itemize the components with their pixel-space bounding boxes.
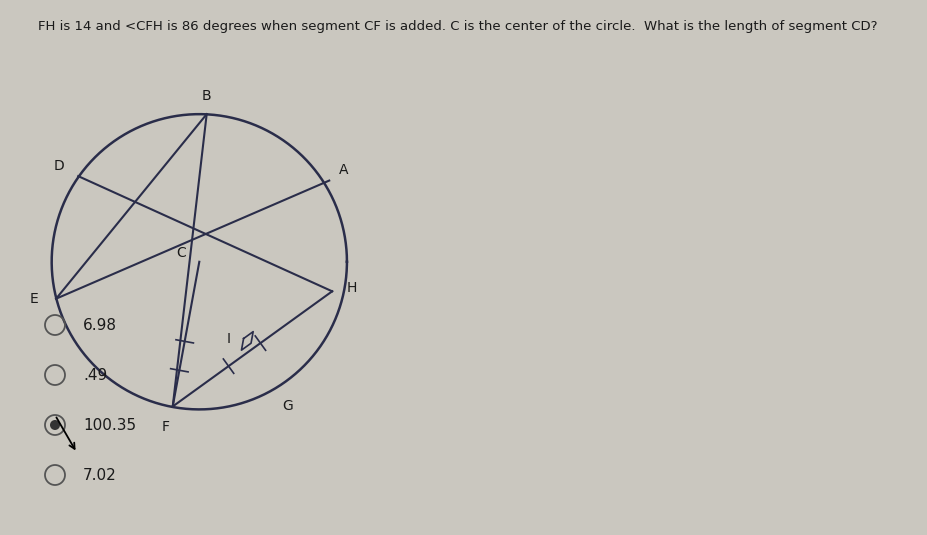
Text: 6.98: 6.98 bbox=[83, 317, 117, 332]
Circle shape bbox=[50, 420, 60, 430]
Text: 100.35: 100.35 bbox=[83, 417, 136, 432]
Text: F: F bbox=[161, 420, 170, 434]
Text: .49: .49 bbox=[83, 368, 108, 383]
Text: B: B bbox=[202, 89, 211, 103]
Text: A: A bbox=[339, 163, 349, 177]
Text: I: I bbox=[227, 332, 231, 346]
Text: E: E bbox=[30, 292, 38, 305]
Text: H: H bbox=[346, 281, 357, 295]
Text: C: C bbox=[177, 246, 186, 260]
Text: FH is 14 and <CFH is 86 degrees when segment CF is added. C is the center of the: FH is 14 and <CFH is 86 degrees when seg… bbox=[38, 20, 878, 33]
Text: G: G bbox=[283, 400, 293, 414]
Text: 7.02: 7.02 bbox=[83, 468, 117, 483]
Text: D: D bbox=[54, 159, 65, 173]
